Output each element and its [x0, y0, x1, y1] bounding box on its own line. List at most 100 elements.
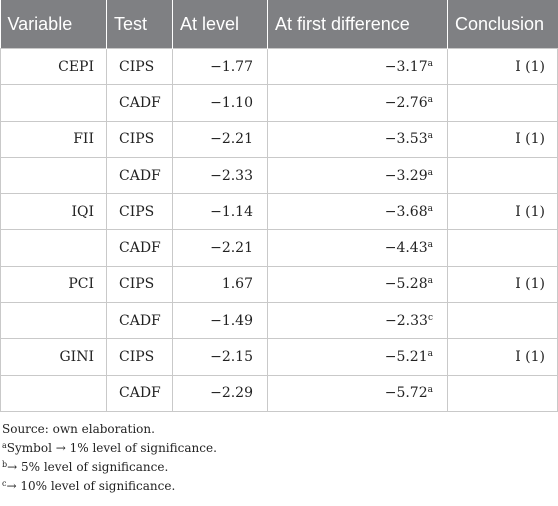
cell-first-difference: −3.68a: [267, 193, 448, 231]
first-difference-value: −4.43: [384, 240, 428, 257]
cell-first-difference: −3.29a: [267, 156, 448, 195]
first-difference-value: −3.68: [384, 203, 428, 220]
cell-conclusion: [447, 156, 558, 195]
footnote-b-text: → 5% level of significance.: [7, 459, 169, 474]
cell-variable: FII: [0, 120, 107, 158]
cell-at-level: −2.21: [172, 229, 268, 267]
cell-first-difference: −3.17a: [267, 47, 448, 86]
cell-at-level: −2.33: [172, 156, 268, 195]
table-row: CADF −2.21 −4.43a: [0, 229, 558, 267]
table-row: CADF −1.10 −2.76a: [0, 84, 558, 122]
cell-first-difference: −3.53a: [267, 120, 448, 158]
cell-test: CADF: [106, 156, 173, 195]
footnote-b-mark: b: [2, 459, 8, 469]
cell-test: CADF: [106, 302, 173, 340]
cell-test: CIPS: [106, 193, 173, 231]
cell-conclusion: I (1): [447, 120, 558, 158]
first-difference-value: −5.28: [384, 276, 428, 293]
cell-test: CIPS: [106, 265, 173, 304]
significance-mark: a: [427, 94, 433, 105]
cell-variable: GINI: [0, 338, 107, 376]
cell-variable: [0, 84, 107, 122]
significance-mark: a: [427, 349, 433, 360]
significance-mark: a: [427, 240, 433, 251]
footnote-b: b→ 5% level of significance.: [2, 458, 558, 477]
cell-conclusion: I (1): [447, 265, 558, 304]
table-body: CEPI CIPS −1.77 −3.17a I (1) CADF −1.10 −2.76a F…: [0, 47, 558, 412]
cell-conclusion: I (1): [447, 193, 558, 231]
cell-at-level: −1.77: [172, 47, 268, 86]
significance-mark: c: [427, 312, 433, 323]
cell-at-level: 1.67: [172, 265, 268, 304]
cell-first-difference: −5.28a: [267, 265, 448, 304]
header-row: Variable Test At level At first differen…: [0, 0, 558, 49]
footnote-a: aSymbol → 1% level of significance.: [2, 439, 558, 458]
footnote-c: c→ 10% level of significance.: [2, 477, 558, 496]
cell-first-difference: −5.21a: [267, 338, 448, 376]
significance-mark: a: [427, 385, 433, 396]
table-row: CADF −1.49 −2.33c: [0, 302, 558, 340]
header-test: Test: [106, 0, 173, 49]
footnote-c-mark: c: [2, 478, 7, 488]
footnote-a-mark: a: [2, 440, 7, 450]
cell-first-difference: −2.76a: [267, 84, 448, 122]
first-difference-value: −3.29: [384, 167, 428, 184]
table-row: CEPI CIPS −1.77 −3.17a I (1): [0, 47, 558, 86]
cell-at-level: −2.29: [172, 374, 268, 412]
cell-at-level: −1.10: [172, 84, 268, 122]
first-difference-value: −3.53: [384, 131, 428, 148]
table-row: PCI CIPS 1.67 −5.28a I (1): [0, 265, 558, 304]
cell-conclusion: [447, 84, 558, 122]
cell-conclusion: I (1): [447, 47, 558, 86]
cell-variable: [0, 374, 107, 412]
cell-variable: CEPI: [0, 47, 107, 86]
cell-test: CIPS: [106, 47, 173, 86]
cell-conclusion: I (1): [447, 338, 558, 376]
table-row: IQI CIPS −1.14 −3.68a I (1): [0, 193, 558, 231]
cell-variable: IQI: [0, 193, 107, 231]
cell-test: CADF: [106, 84, 173, 122]
cell-first-difference: −2.33c: [267, 302, 448, 340]
first-difference-value: −5.21: [384, 349, 428, 366]
table-row: FII CIPS −2.21 −3.53a I (1): [0, 120, 558, 158]
cell-at-level: −1.49: [172, 302, 268, 340]
cell-at-level: −2.15: [172, 338, 268, 376]
significance-mark: a: [427, 131, 433, 142]
first-difference-value: −3.17: [384, 58, 428, 75]
source-note: Source: own elaboration.: [2, 421, 155, 436]
significance-mark: a: [427, 167, 433, 178]
significance-mark: a: [427, 203, 433, 214]
cell-test: CIPS: [106, 338, 173, 376]
cell-variable: PCI: [0, 265, 107, 304]
cell-at-level: −1.14: [172, 193, 268, 231]
cell-conclusion: [447, 374, 558, 412]
header-conclusion: Conclusion: [447, 0, 558, 49]
first-difference-value: −2.76: [384, 94, 428, 111]
significance-mark: a: [427, 276, 433, 287]
cell-test: CADF: [106, 374, 173, 412]
header-first-difference: At first difference: [267, 0, 448, 49]
significance-mark: a: [427, 58, 433, 69]
table-notes: Source: own elaboration. aSymbol → 1% le…: [2, 420, 558, 496]
unit-root-table: Variable Test At level At first differen…: [0, 0, 558, 412]
cell-test: CIPS: [106, 120, 173, 158]
cell-variable: [0, 156, 107, 195]
cell-conclusion: [447, 229, 558, 267]
header-at-level: At level: [172, 0, 268, 49]
footnote-a-text: Symbol → 1% level of significance.: [6, 440, 217, 455]
table-row: CADF −2.29 −5.72a: [0, 374, 558, 412]
table-row: GINI CIPS −2.15 −5.21a I (1): [0, 338, 558, 376]
header-variable: Variable: [0, 0, 107, 49]
cell-at-level: −2.21: [172, 120, 268, 158]
cell-variable: [0, 229, 107, 267]
cell-test: CADF: [106, 229, 173, 267]
first-difference-value: −5.72: [384, 385, 428, 402]
table-row: CADF −2.33 −3.29a: [0, 156, 558, 195]
footnote-c-text: → 10% level of significance.: [6, 478, 176, 493]
cell-first-difference: −4.43a: [267, 229, 448, 267]
cell-variable: [0, 302, 107, 340]
cell-conclusion: [447, 302, 558, 340]
first-difference-value: −2.33: [385, 312, 428, 329]
cell-first-difference: −5.72a: [267, 374, 448, 412]
